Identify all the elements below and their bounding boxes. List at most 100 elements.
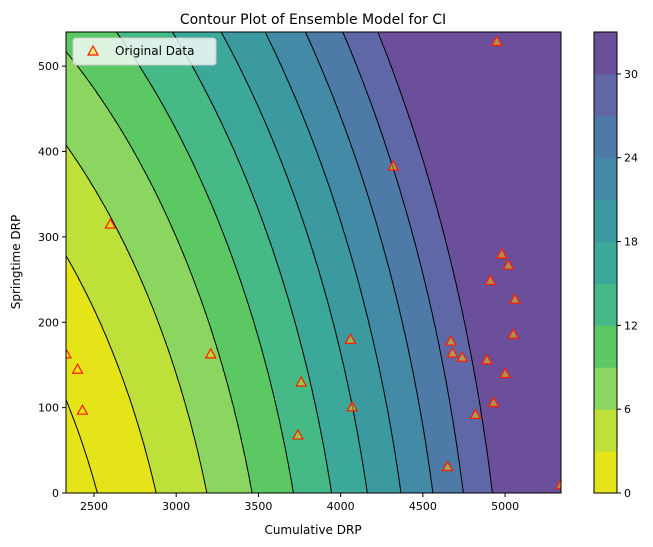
contour-cell	[114, 356, 118, 360]
contour-cell	[120, 452, 124, 456]
contour-cell	[123, 125, 127, 129]
contour-cell	[108, 347, 112, 351]
contour-cell	[69, 362, 73, 366]
contour-cell	[120, 443, 124, 447]
contour-cell	[93, 401, 97, 405]
contour-cell	[159, 458, 163, 462]
contour-cell	[135, 317, 139, 321]
contour-cell	[162, 212, 166, 216]
contour-cell	[111, 32, 115, 36]
contour-cell	[75, 101, 79, 105]
contour-cell	[132, 92, 136, 96]
contour-cell	[75, 200, 79, 204]
contour-cell	[69, 212, 73, 216]
contour-cell	[75, 113, 79, 117]
contour-cell	[123, 218, 127, 222]
contour-cell	[129, 299, 133, 303]
contour-cell	[72, 182, 76, 186]
contour-cell	[69, 407, 73, 411]
contour-cell	[81, 347, 85, 351]
contour-cell	[102, 164, 106, 168]
contour-cell	[150, 101, 154, 105]
contour-cell	[108, 338, 112, 342]
contour-cell	[111, 440, 115, 444]
contour-cell	[114, 413, 118, 417]
contour-cell	[159, 302, 163, 306]
contour-cell	[111, 425, 115, 429]
contour-cell	[141, 170, 145, 174]
contour-cell	[69, 404, 73, 408]
contour-cell	[99, 266, 103, 270]
contour-cell	[144, 155, 148, 159]
contour-cell	[153, 200, 157, 204]
contour-cell	[138, 455, 142, 459]
contour-cell	[120, 278, 124, 282]
contour-cell	[156, 365, 160, 369]
contour-cell	[81, 203, 85, 207]
contour-cell	[156, 227, 160, 231]
contour-cell	[153, 446, 157, 450]
contour-cell	[123, 443, 127, 447]
contour-cell	[159, 185, 163, 189]
contour-cell	[120, 275, 124, 279]
contour-cell	[78, 113, 82, 117]
contour-cell	[69, 245, 73, 249]
contour-cell	[69, 371, 73, 375]
contour-cell	[138, 422, 142, 426]
contour-cell	[108, 77, 112, 81]
contour-cell	[144, 470, 148, 474]
contour-cell	[78, 158, 82, 162]
contour-cell	[162, 218, 166, 222]
contour-cell	[129, 293, 133, 297]
contour-cell	[126, 416, 130, 420]
contour-cell	[84, 359, 88, 363]
contour-cell	[66, 200, 70, 204]
contour-cell	[126, 155, 130, 159]
contour-cell	[93, 191, 97, 195]
contour-cell	[135, 68, 139, 72]
contour-cell	[90, 452, 94, 456]
contour-cell	[132, 407, 136, 411]
contour-cell	[105, 299, 109, 303]
contour-cell	[69, 359, 73, 363]
contour-cell	[72, 236, 76, 240]
contour-cell	[147, 320, 151, 324]
contour-cell	[150, 80, 154, 84]
contour-cell	[78, 218, 82, 222]
contour-cell	[75, 395, 79, 399]
contour-cell	[135, 257, 139, 261]
contour-cell	[144, 134, 148, 138]
contour-cell	[81, 125, 85, 129]
contour-cell	[129, 92, 133, 96]
contour-cell	[96, 143, 100, 147]
contour-cell	[141, 155, 145, 159]
contour-cell	[123, 386, 127, 390]
contour-cell	[144, 341, 148, 345]
contour-cell	[111, 407, 115, 411]
contour-cell	[156, 65, 160, 69]
contour-cell	[96, 230, 100, 234]
contour-cell	[105, 35, 109, 39]
contour-cell	[141, 215, 145, 219]
contour-cell	[72, 194, 76, 198]
contour-cell	[72, 320, 76, 324]
contour-cell	[72, 347, 76, 351]
contour-cell	[84, 224, 88, 228]
contour-cell	[108, 359, 112, 363]
contour-cell	[66, 245, 70, 249]
contour-cell	[66, 164, 70, 168]
contour-cell	[75, 164, 79, 168]
contour-cell	[111, 293, 115, 297]
contour-cell	[99, 317, 103, 321]
contour-cell	[66, 335, 70, 339]
contour-cell	[138, 356, 142, 360]
contour-cell	[153, 149, 157, 153]
contour-cell	[141, 149, 145, 153]
contour-cell	[114, 140, 118, 144]
contour-cell	[66, 92, 70, 96]
contour-cell	[156, 344, 160, 348]
contour-cell	[120, 476, 124, 480]
contour-cell	[72, 380, 76, 384]
contour-cell	[90, 320, 94, 324]
contour-cell	[114, 380, 118, 384]
